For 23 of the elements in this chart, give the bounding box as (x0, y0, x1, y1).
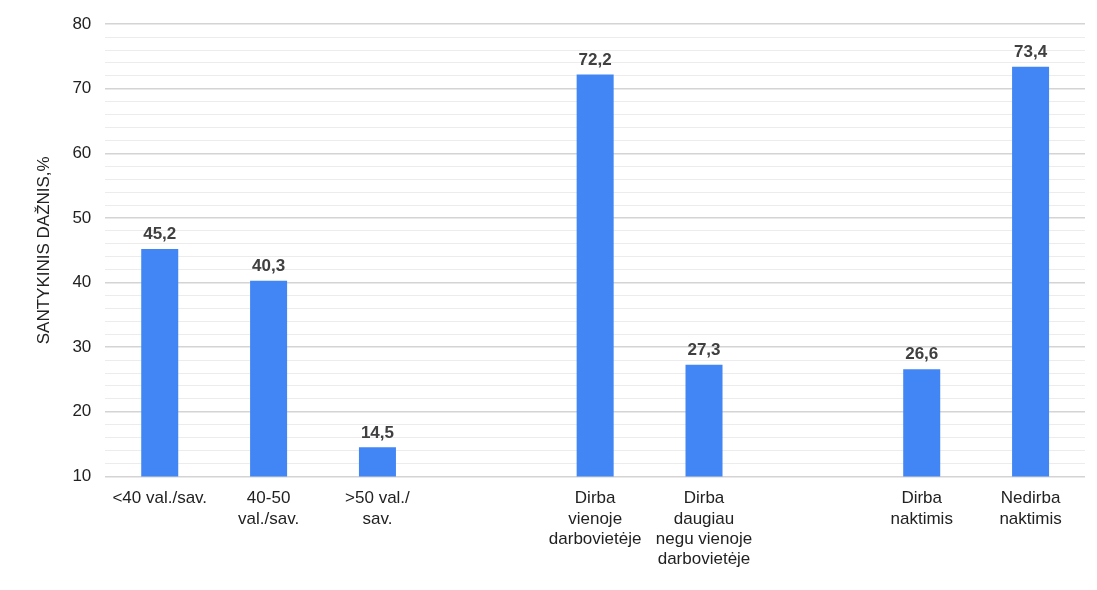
data-label: 14,5 (360, 422, 394, 442)
data-label: 73,4 (1014, 42, 1048, 62)
y-tick-label: 60 (72, 143, 92, 163)
y-axis-title: SANTYKINIS DAŽNIS,% (33, 156, 53, 345)
y-tick-label: 30 (72, 336, 92, 356)
y-tick-label: 40 (72, 272, 92, 292)
y-tick-label: 20 (72, 401, 92, 421)
x-tick-label: Dirba naktimis (890, 488, 953, 528)
y-tick-label: 50 (72, 207, 92, 227)
data-label: 26,6 (905, 344, 939, 364)
x-tick-label: <40 val./sav. (112, 488, 208, 508)
x-tick-label: Nedirba naktimis (999, 488, 1062, 528)
y-tick-label: 80 (72, 13, 92, 33)
y-tick-label: 10 (72, 466, 92, 486)
data-label: 45,2 (143, 224, 177, 244)
data-label: 27,3 (687, 339, 721, 359)
y-tick-label: 70 (72, 78, 92, 98)
data-label: 40,3 (252, 255, 286, 275)
x-tick-label: Dirba vienoje darbovietėje (548, 488, 642, 549)
x-tick-label: Dirba daugiau negu vienoje darbovietėje (655, 488, 753, 569)
x-tick-label: 40-50 val./sav. (238, 488, 300, 528)
x-tick-label: >50 val./ sav. (345, 488, 411, 528)
data-label: 72,2 (578, 49, 612, 69)
